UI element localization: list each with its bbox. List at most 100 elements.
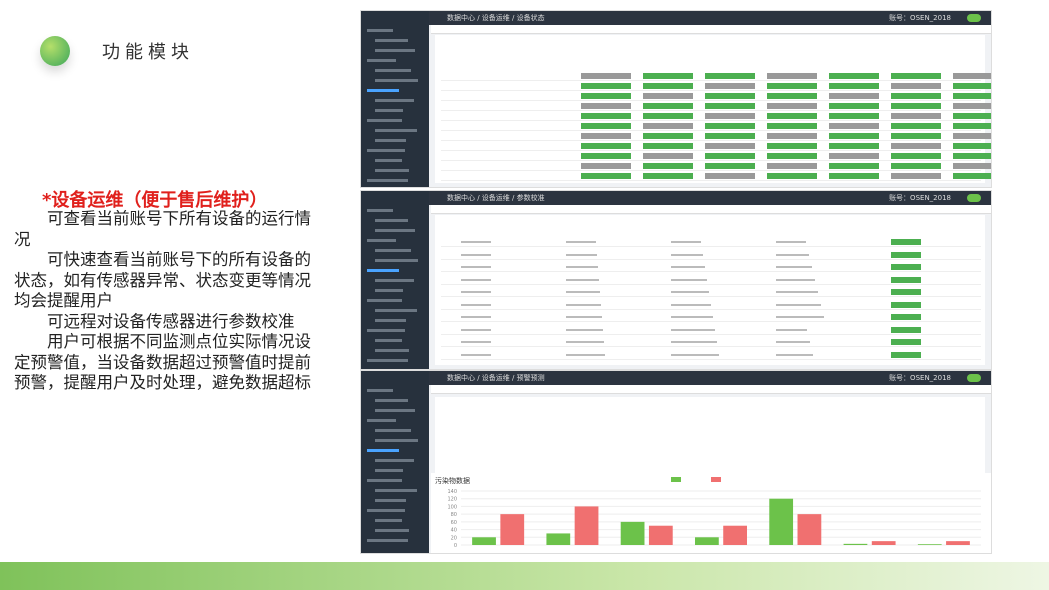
status-badge <box>953 123 991 129</box>
user: 账号：OSEN_2018 <box>889 14 951 22</box>
menu-item <box>367 119 402 122</box>
status-badge <box>705 143 755 149</box>
paragraph: 可远程对设备传感器进行参数校准 <box>47 311 295 331</box>
menu-item <box>375 499 406 502</box>
avatar <box>967 194 981 202</box>
cell-text <box>671 291 709 293</box>
status-badge <box>829 133 879 139</box>
bar <box>723 525 747 545</box>
cell-text <box>566 341 604 343</box>
y-tick-label: 40 <box>451 528 457 534</box>
status-badge <box>891 264 921 270</box>
menu-item <box>375 489 417 492</box>
status-badge <box>581 133 631 139</box>
status-badge <box>767 73 817 79</box>
cell-text <box>776 341 810 343</box>
y-tick-label: 0 <box>454 543 457 549</box>
table-row <box>441 339 981 347</box>
menu-item <box>375 339 402 342</box>
paragraph: 用户可根据不同监测点位实际情况设定预警值，当设备数据超过预警值时提前预警，提醒用… <box>14 332 311 392</box>
status-badge <box>953 153 991 159</box>
status-badge <box>643 123 693 129</box>
cell-text <box>776 253 809 256</box>
table-row <box>441 73 991 81</box>
status-badge <box>953 133 991 139</box>
bar <box>769 498 794 545</box>
status-badge <box>767 83 817 89</box>
slide-title: 功能模块 <box>102 42 194 63</box>
menu-item <box>367 239 396 242</box>
menu-item <box>375 69 411 72</box>
table-row <box>441 239 981 247</box>
table-row <box>441 289 981 297</box>
bar <box>620 521 645 545</box>
status-badge <box>767 123 817 129</box>
menu-item <box>375 349 409 352</box>
cell-text <box>776 278 815 281</box>
status-badge <box>767 93 817 99</box>
table-row <box>441 93 991 101</box>
cell-text <box>671 253 703 256</box>
y-tick-label: 60 <box>451 520 457 526</box>
status-badge <box>581 143 631 149</box>
cell-text <box>776 316 824 318</box>
cell-text <box>671 341 717 343</box>
tabs <box>431 25 991 34</box>
circle <box>40 36 70 66</box>
table-row <box>441 123 991 131</box>
menu-item <box>367 509 405 512</box>
status-badge <box>767 103 817 109</box>
status-badge <box>767 113 817 119</box>
cell-text <box>566 266 598 268</box>
cell-text <box>461 328 491 331</box>
bar <box>648 525 673 545</box>
status-badge <box>767 153 817 159</box>
menu-item <box>375 109 403 112</box>
menu-item <box>367 179 408 182</box>
menu-item <box>367 209 393 212</box>
status-badge <box>705 153 755 159</box>
cell-text <box>461 353 491 356</box>
bar <box>797 514 822 545</box>
menu-item <box>375 79 418 82</box>
status-badge <box>891 113 941 119</box>
status-badge <box>829 103 879 109</box>
status-badge <box>829 93 879 99</box>
menu-item <box>375 459 414 462</box>
status-badge <box>705 123 755 129</box>
status-badge <box>829 163 879 169</box>
status-badge <box>643 73 693 79</box>
status-badge <box>643 103 693 109</box>
status-badge <box>705 113 755 119</box>
status-badge <box>767 143 817 149</box>
menu-item <box>367 299 402 302</box>
status-badge <box>643 133 693 139</box>
bar <box>574 506 599 545</box>
status-badge <box>953 83 991 89</box>
cell-text <box>566 353 605 356</box>
status-badge <box>705 133 755 139</box>
status-badge <box>891 351 921 358</box>
status-badge <box>643 163 693 169</box>
status-badge <box>891 103 941 109</box>
cell-text <box>671 353 719 356</box>
status-badge <box>581 73 631 79</box>
cell-text <box>671 316 713 318</box>
status-badge <box>891 239 921 245</box>
table-row <box>441 276 981 285</box>
tabs <box>431 385 991 394</box>
status-badge <box>643 143 693 149</box>
cell-text <box>461 291 491 293</box>
status-badge <box>891 133 941 139</box>
sidebar <box>361 191 429 369</box>
status-badge <box>643 153 693 159</box>
status-badge <box>891 83 941 89</box>
cell-text <box>461 253 491 256</box>
menu-item <box>375 429 411 432</box>
menu-item <box>375 289 403 292</box>
screenshot: 数据中心 / 设备运维 / 预警预测 账号：OSEN_2018 污染物数据 0 20 40… <box>360 370 992 554</box>
cell-text <box>776 303 821 306</box>
cell-text <box>671 328 715 331</box>
menu-item <box>367 89 399 92</box>
